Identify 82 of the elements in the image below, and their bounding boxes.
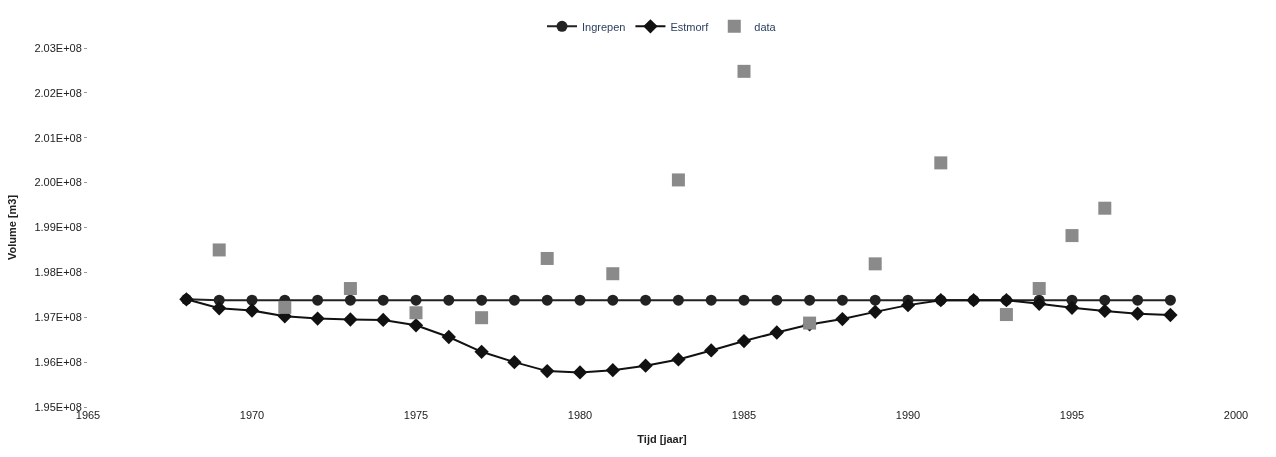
y-tick-label: 1.96E+08 (34, 355, 82, 368)
point (900, 297, 916, 313)
x-axis-title: Tijd [jaar] (637, 433, 687, 446)
point (1130, 306, 1145, 321)
point (671, 352, 686, 367)
y-tick-label: 2.03E+08 (34, 41, 82, 54)
point (605, 363, 620, 378)
point (640, 294, 652, 306)
point (540, 251, 554, 265)
x-tick-label: 1980 (567, 409, 593, 421)
legend-label: Ingrepen (582, 20, 626, 33)
x-tick-label: 1975 (403, 409, 429, 421)
point (310, 311, 325, 326)
point (868, 257, 882, 271)
y-tick-label: 1.98E+08 (34, 266, 82, 279)
point (1064, 300, 1080, 315)
point (671, 173, 685, 187)
point (572, 365, 588, 380)
point (443, 294, 455, 306)
point (869, 294, 881, 306)
point (246, 294, 258, 306)
point (804, 294, 816, 306)
point (312, 294, 324, 306)
x-tick-label: 1990 (895, 409, 921, 421)
point (1065, 229, 1079, 243)
point (835, 311, 850, 327)
point (344, 294, 356, 306)
point (475, 311, 489, 325)
x-tick-label: 1985 (731, 409, 757, 421)
point (410, 294, 422, 306)
point (343, 312, 358, 327)
x-tick-label: 1970 (239, 409, 265, 421)
point (574, 294, 586, 306)
point (212, 301, 227, 316)
point (343, 282, 357, 296)
point (212, 243, 226, 257)
point (705, 294, 717, 306)
point (1032, 282, 1046, 296)
legend-label: data (754, 20, 777, 33)
point (737, 64, 751, 78)
y-tick-label: 2.01E+08 (34, 131, 82, 144)
y-tick-label: 2.02E+08 (34, 86, 82, 99)
point (1164, 294, 1176, 306)
point (738, 294, 750, 306)
x-tick-label: 2000 (1223, 409, 1249, 421)
point (1132, 294, 1144, 306)
point (377, 294, 389, 306)
point (244, 303, 260, 318)
point (607, 294, 619, 306)
point (474, 344, 489, 359)
x-tick-label: 1995 (1059, 409, 1085, 421)
point (408, 318, 424, 333)
point (999, 308, 1013, 322)
point (441, 329, 456, 345)
point (934, 156, 948, 170)
point (704, 343, 719, 358)
y-axis-title: Volume [m3] (6, 194, 19, 261)
point (278, 300, 292, 314)
point (836, 294, 848, 306)
y-tick-label: 1.99E+08 (34, 221, 82, 234)
point (376, 312, 391, 328)
point (1163, 307, 1178, 323)
point (508, 294, 520, 306)
point (541, 294, 553, 306)
point (868, 304, 883, 320)
y-tick-label: 2.00E+08 (34, 176, 82, 189)
y-tick-label: 1.97E+08 (34, 311, 82, 324)
point (769, 325, 784, 340)
point (1097, 303, 1112, 319)
point (540, 363, 555, 379)
point (507, 354, 522, 370)
point (672, 294, 684, 306)
point (409, 306, 423, 320)
point (476, 294, 488, 306)
point (638, 358, 653, 373)
point (771, 294, 783, 306)
point (1098, 201, 1112, 215)
legend-label: Estmorf (670, 20, 710, 33)
point (1099, 294, 1111, 306)
point (736, 333, 752, 349)
point (1032, 296, 1047, 311)
point (606, 267, 620, 281)
